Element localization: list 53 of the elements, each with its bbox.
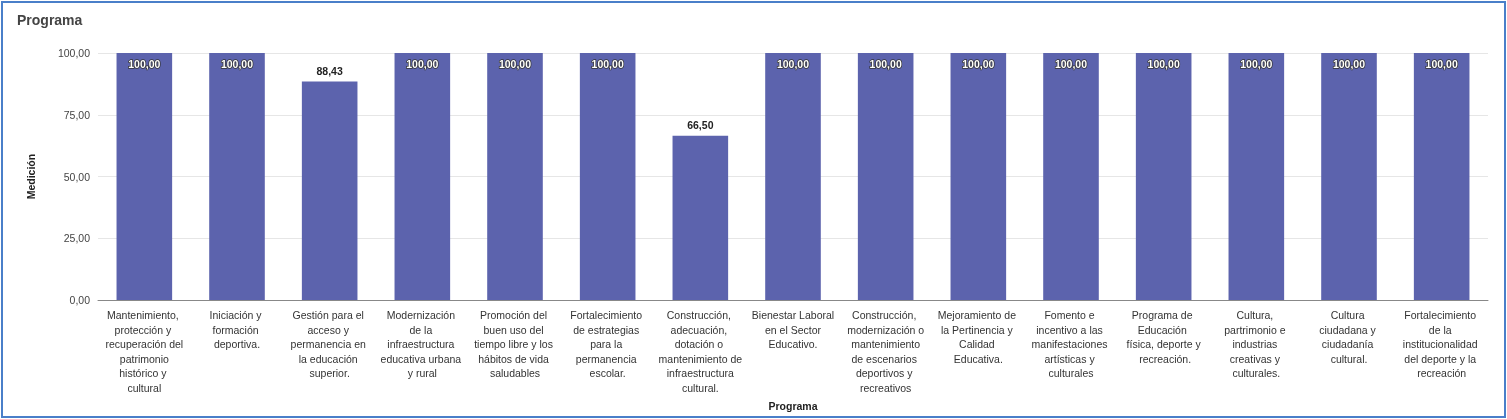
y-tick-label: 75,00 (63, 108, 91, 121)
data-label: 88,43 (316, 65, 343, 78)
bar (950, 53, 1007, 301)
data-label: 100,00 (1425, 57, 1458, 70)
x-tick-label: Construcción, adecuación, dotación o mantenimiento de infraestructura cultural. (658, 309, 743, 394)
bar (765, 53, 821, 301)
x-tick-label: Bienestar Laboral en el Sector Educativo. (751, 309, 835, 351)
bar (579, 53, 636, 301)
x-tick-label: Fortalecimiento de la institucionalidad del deporte y la recreación (1402, 309, 1481, 380)
chart-title: Programa (17, 12, 83, 28)
data-label: 100,00 (220, 57, 254, 70)
data-label: 66,50 (687, 119, 714, 132)
data-label: 100,00 (962, 57, 995, 70)
bar (857, 53, 914, 301)
x-tick-label: Programa de Educación física, deporte y recreación. (1126, 309, 1202, 365)
data-label: 100,00 (869, 57, 902, 70)
x-tick-label: Iniciación y formación deportiva. (209, 309, 265, 351)
bar (394, 53, 451, 301)
bar (1135, 53, 1192, 301)
y-tick-label: 0,00 (69, 294, 91, 307)
y-tick-label: 100,00 (57, 47, 91, 59)
y-tick-label: 50,00 (63, 170, 91, 183)
y-axis-title: Medición (24, 153, 37, 200)
x-tick-label: Gestión para el acceso y permanencia en la educación superior. (290, 309, 369, 380)
x-tick-label: Fomento e incentivo a las manifestaciones artísticas y culturales (1031, 309, 1111, 380)
x-tick-label: Construcción, modernización o mantenimiento de escenarios deportivos y recreativos (847, 309, 925, 394)
data-label: 100,00 (128, 57, 161, 70)
data-label: 100,00 (498, 57, 532, 70)
data-label: 100,00 (1054, 57, 1088, 70)
bar (301, 81, 358, 301)
x-tick-label: Fortalecimiento de estrategias para la permanencia escolar. (570, 309, 646, 380)
bar (1043, 53, 1099, 301)
data-label: 100,00 (776, 57, 810, 70)
x-tick-label: Cultura, partrimonio e industrias creativas y culturales. (1224, 309, 1289, 380)
data-label: 100,00 (1240, 57, 1273, 70)
data-label: 100,00 (1147, 57, 1180, 70)
x-tick-label: Modernización de la infraestructura educativa urbana y rural (380, 309, 465, 380)
bar (1321, 53, 1377, 301)
bar (487, 53, 543, 301)
bar (1413, 53, 1470, 301)
x-tick-label: Cultura ciudadana y ciudadanía cultural. (1319, 309, 1379, 365)
bar (672, 135, 729, 301)
bar (1228, 53, 1285, 301)
data-label: 100,00 (1332, 57, 1366, 70)
data-label: 100,00 (591, 57, 624, 70)
bar (116, 53, 173, 301)
x-tick-label: Mantenimiento, protección y recuperación del patrimonio histórico y cultural (105, 309, 184, 394)
y-tick-label: 25,00 (63, 232, 91, 245)
x-axis-title: Programa (768, 399, 818, 412)
bar (209, 53, 265, 301)
x-tick-label: Mejoramiento de la Pertinencia y Calidad Educativa. (937, 309, 1019, 365)
data-label: 100,00 (406, 57, 439, 70)
x-tick-label: Promoción del buen uso del tiempo libre y los hábitos de vida saludables (474, 309, 556, 380)
